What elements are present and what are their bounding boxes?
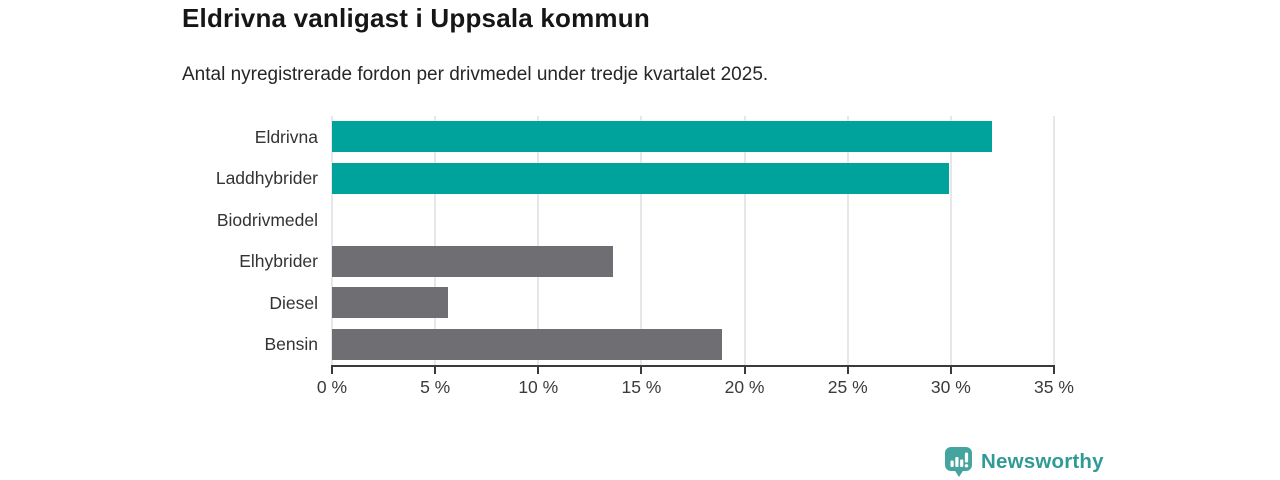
x-tick-label-0-percent: 0 % [316, 377, 348, 397]
brand-name: Newsworthy [981, 450, 1104, 473]
gridline-0-percent [331, 116, 333, 365]
category-label-elhybrider: Elhybrider [239, 251, 318, 271]
gridline-35-percent [1053, 116, 1055, 365]
chart-subtitle: Antal nyregistrerade fordon per drivmede… [182, 64, 769, 85]
x-tick-label-15-percent: 15 % [621, 377, 662, 397]
x-tick-label-30-percent: 30 % [930, 377, 971, 397]
gridline-10-percent [537, 116, 540, 365]
category-label-eldrivna: Eldrivna [254, 127, 318, 147]
chart-title: Eldrivna vanligast i Uppsala kommun [182, 3, 650, 33]
brand-footer: Newsworthy [944, 446, 1104, 478]
x-tick-30-percent [949, 365, 952, 374]
gridline-30-percent [949, 116, 952, 365]
x-tick-0-percent [331, 365, 333, 374]
x-tick-label-35-percent: 35 % [1034, 377, 1074, 397]
x-tick-label-5-percent: 5 % [420, 377, 451, 397]
category-label-laddhybrider: Laddhybrider [215, 168, 318, 188]
bar-bensin [332, 329, 722, 360]
gridline-15-percent [640, 116, 643, 365]
category-label-diesel: Diesel [269, 293, 318, 313]
gridline-20-percent [743, 116, 746, 365]
x-tick-5-percent [434, 365, 437, 374]
x-tick-25-percent [846, 365, 849, 374]
bar-elhybrider [332, 246, 613, 277]
bar-eldrivna [332, 121, 993, 152]
x-axis-line [331, 365, 1055, 367]
gridline-5-percent [434, 116, 437, 365]
category-label-biodrivmedel: Biodrivmedel [216, 210, 318, 230]
x-tick-label-10-percent: 10 % [518, 377, 559, 397]
gridline-25-percent [846, 116, 849, 365]
x-tick-15-percent [640, 365, 643, 374]
x-tick-label-25-percent: 25 % [827, 377, 868, 397]
x-tick-label-20-percent: 20 % [724, 377, 765, 397]
x-tick-10-percent [537, 365, 540, 374]
bar-laddhybrider [332, 163, 949, 194]
newsworthy-logo-icon [945, 447, 972, 477]
x-tick-20-percent [743, 365, 746, 374]
x-tick-35-percent [1053, 365, 1055, 374]
category-label-bensin: Bensin [264, 334, 318, 354]
bar-diesel [332, 287, 448, 318]
